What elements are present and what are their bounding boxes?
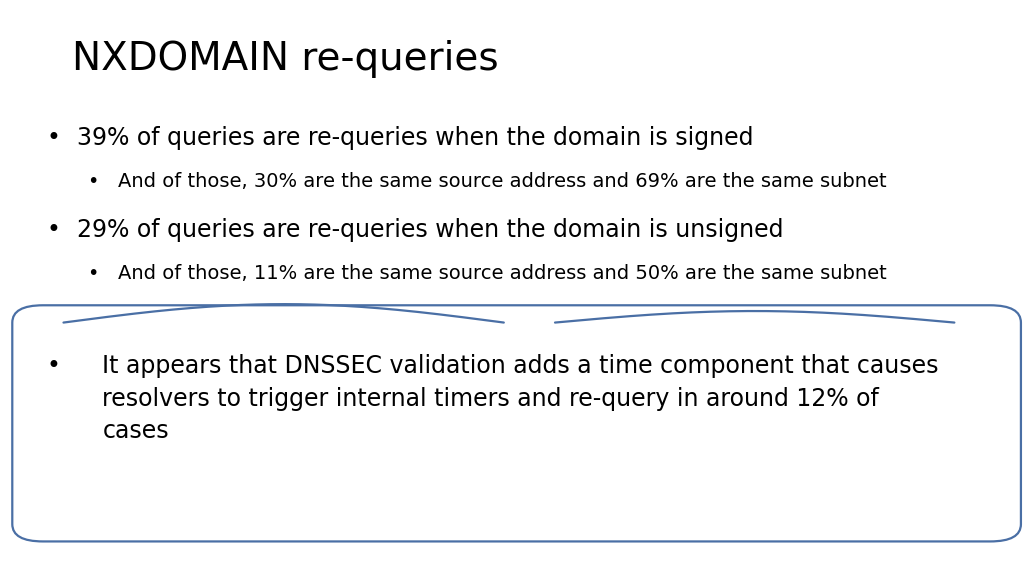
- Text: It appears that DNSSEC validation adds a time component that causes
resolvers to: It appears that DNSSEC validation adds a…: [102, 354, 939, 444]
- Text: •: •: [87, 264, 98, 283]
- Text: NXDOMAIN re-queries: NXDOMAIN re-queries: [72, 40, 499, 78]
- Text: And of those, 30% are the same source address and 69% are the same subnet: And of those, 30% are the same source ad…: [118, 172, 887, 191]
- Text: 29% of queries are re-queries when the domain is unsigned: 29% of queries are re-queries when the d…: [77, 218, 783, 242]
- Text: •: •: [46, 354, 60, 378]
- Text: And of those, 11% are the same source address and 50% are the same subnet: And of those, 11% are the same source ad…: [118, 264, 887, 283]
- Text: •: •: [46, 126, 60, 150]
- Text: 39% of queries are re-queries when the domain is signed: 39% of queries are re-queries when the d…: [77, 126, 754, 150]
- Text: •: •: [46, 218, 60, 242]
- Text: •: •: [87, 172, 98, 191]
